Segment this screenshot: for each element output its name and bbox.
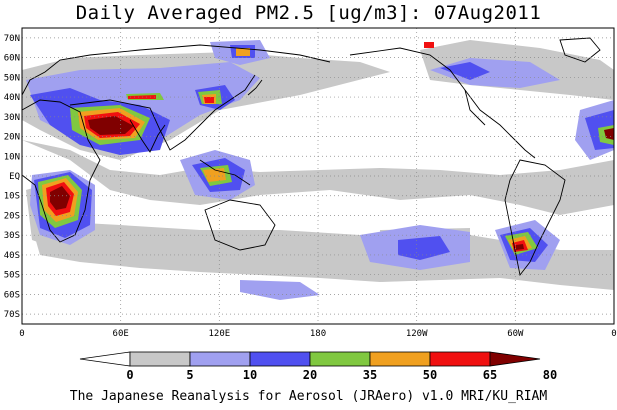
footer-credit: The Japanese Reanalysis for Aerosol (JRA…	[69, 389, 548, 404]
colorbar-level-label: 50	[423, 368, 437, 382]
lat-label: 70S	[4, 310, 20, 320]
lon-label: 120E	[208, 329, 230, 339]
lon-label: 60W	[507, 329, 524, 339]
colorbar-high-triangle	[489, 351, 541, 367]
colorbar-segment	[129, 351, 191, 367]
lat-label: 40N	[4, 93, 20, 103]
map-frame	[21, 27, 615, 325]
colorbar-level-label: 65	[483, 368, 497, 382]
colorbar-level-label: 5	[186, 368, 193, 382]
map-title: Daily Averaged PM2.5 [ug/m3]: 07Aug2011	[75, 2, 542, 24]
lat-label: 20S	[4, 211, 20, 221]
colorbar-level-label: 0	[126, 368, 133, 382]
lon-label: 180	[310, 329, 326, 339]
lon-label: 0	[611, 329, 616, 339]
lon-label: 120W	[406, 329, 428, 339]
lat-label: 30S	[4, 231, 20, 241]
lon-label: 0	[19, 329, 24, 339]
lat-label: 50N	[4, 73, 20, 83]
colorbar-segment	[369, 351, 431, 367]
lat-label: 60S	[4, 290, 20, 300]
colorbar-level-label: 10	[243, 368, 257, 382]
lat-label: 10S	[4, 192, 20, 202]
lat-label: EQ	[9, 172, 20, 182]
gridlines	[22, 28, 614, 324]
colorbar: 0 5 10 20 35 50 65 80	[79, 351, 557, 382]
lat-label: 60N	[4, 54, 20, 64]
lat-label: 70N	[4, 34, 20, 44]
colorbar-level-label: 35	[363, 368, 377, 382]
level-80-plus-region	[50, 116, 614, 250]
colorbar-segment	[309, 351, 371, 367]
colorbar-segment	[429, 351, 491, 367]
lat-label: 50S	[4, 271, 20, 281]
lat-label: 40S	[4, 251, 20, 261]
lat-label: 30N	[4, 113, 20, 123]
colorbar-segment	[249, 351, 311, 367]
colorbar-level-label: 80	[543, 368, 557, 382]
colorbar-segment	[189, 351, 251, 367]
longitude-labels: 0 60E 120E 180 120W 60W 0	[19, 329, 616, 339]
coastlines	[22, 37, 601, 277]
colorbar-low-triangle	[79, 351, 131, 367]
lat-label: 20N	[4, 133, 20, 143]
latitude-labels: 70N 60N 50N 40N 30N 20N 10N EQ 10S 20S 30S 40S 50S 60…	[4, 34, 20, 320]
lon-label: 60E	[113, 329, 129, 339]
colorbar-level-label: 20	[303, 368, 317, 382]
lat-label: 10N	[4, 152, 20, 162]
